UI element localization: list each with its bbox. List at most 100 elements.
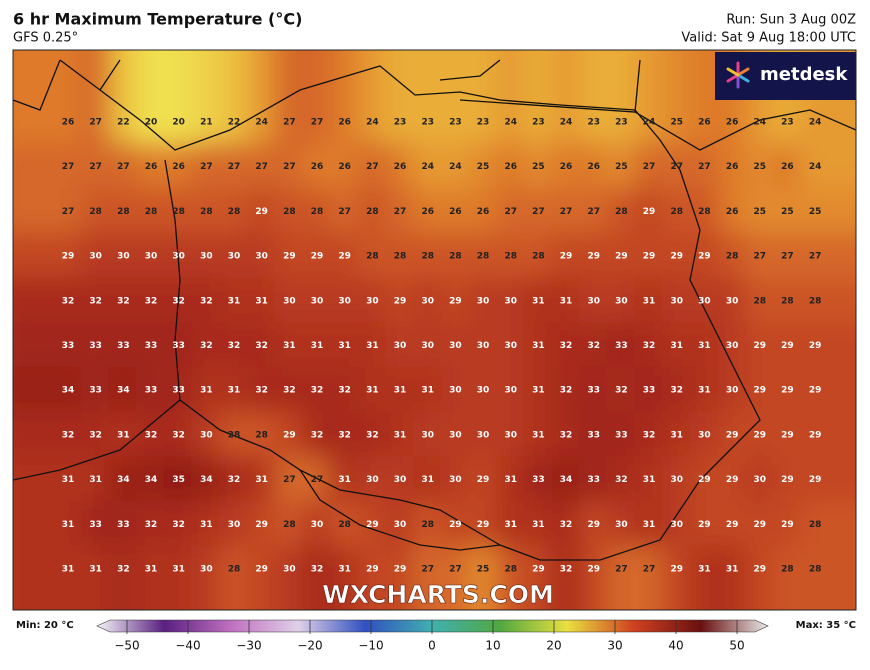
temperature-value: 28 — [477, 252, 490, 262]
logo: metdesk — [760, 64, 848, 85]
temperature-cell — [80, 545, 111, 610]
temperature-value: 30 — [311, 520, 324, 530]
colorbar-tick-label: 30 — [607, 639, 622, 653]
temperature-cell — [800, 545, 856, 610]
temperature-cell — [523, 277, 554, 325]
colorbar-tick-label: −40 — [175, 639, 200, 653]
temperature-cell — [385, 411, 415, 459]
temperature-cell — [274, 232, 305, 280]
temperature-value: 27 — [643, 565, 656, 575]
temperature-cell — [578, 322, 609, 369]
temperature-cell — [551, 188, 581, 235]
temperature-value: 29 — [670, 565, 683, 575]
temperature-value: 32 — [560, 341, 573, 351]
temperature-cell — [495, 456, 526, 503]
temperature-cell — [80, 188, 111, 235]
temperature-value: 32 — [255, 341, 268, 351]
temperature-value: 31 — [338, 475, 351, 485]
temperature-value: 28 — [228, 430, 241, 440]
temperature-value: 34 — [117, 386, 130, 396]
temperature-value: 20 — [172, 118, 185, 128]
temperature-cell — [329, 232, 360, 280]
temperature-value: 29 — [753, 520, 766, 530]
temperature-value: 28 — [504, 565, 517, 575]
temperature-cell — [357, 277, 388, 325]
temperature-value: 29 — [809, 386, 822, 396]
temperature-value: 33 — [89, 520, 102, 530]
temperature-cell — [634, 545, 664, 610]
temperature-cell — [329, 50, 360, 146]
temperature-cell — [329, 188, 360, 235]
temperature-cell — [800, 366, 856, 414]
colorbar-tick-label: 40 — [668, 639, 683, 653]
temperature-value: 32 — [615, 475, 628, 485]
temperature-cell — [219, 232, 249, 280]
temperature-value: 27 — [532, 207, 545, 217]
temperature-cell — [495, 232, 526, 280]
max-label: Max: 35 °C — [796, 620, 856, 631]
temperature-value: 31 — [643, 475, 656, 485]
temperature-cell — [80, 232, 111, 280]
temperature-value: 25 — [809, 207, 822, 217]
temperature-value: 32 — [117, 565, 130, 575]
colorbar-tick-label: −10 — [358, 639, 383, 653]
temperature-cell — [495, 277, 526, 325]
temperature-value: 30 — [145, 252, 158, 262]
temperature-value: 33 — [587, 475, 600, 485]
temperature-value: 27 — [338, 207, 351, 217]
temperature-value: 31 — [698, 341, 711, 351]
temperature-cell — [523, 188, 554, 235]
temperature-value: 31 — [255, 475, 268, 485]
temperature-value: 30 — [421, 430, 434, 440]
temperature-cell — [634, 143, 664, 191]
temperature-field — [13, 50, 856, 610]
temperature-value: 33 — [172, 386, 185, 396]
temperature-value: 29 — [643, 207, 656, 217]
temperature-cell — [717, 411, 747, 459]
temperature-cell — [191, 366, 222, 414]
temperature-value: 31 — [698, 386, 711, 396]
borders — [13, 59, 856, 561]
temperature-value: 27 — [62, 162, 75, 172]
temperature-cell — [440, 366, 471, 414]
temperature-value: 31 — [532, 520, 545, 530]
temperature-value: 30 — [504, 296, 517, 306]
temperature-value: 29 — [283, 430, 296, 440]
temperature-cell — [495, 411, 526, 459]
temperature-value: 31 — [62, 520, 75, 530]
temperature-value: 31 — [62, 565, 75, 575]
min-label: Min: 20 °C — [16, 620, 74, 631]
temperature-value: 28 — [670, 207, 683, 217]
temperature-cell — [495, 188, 526, 235]
temperature-value: 27 — [255, 162, 268, 172]
temperature-cell — [219, 277, 249, 325]
temperature-cell — [744, 366, 775, 414]
temperature-cell — [578, 277, 609, 325]
temperature-value: 29 — [587, 520, 600, 530]
colorbar-tick-label: 0 — [428, 639, 436, 653]
temperature-cell — [523, 232, 554, 280]
temperature-cell — [412, 411, 443, 459]
temperature-value: 34 — [117, 475, 130, 485]
temperature-cell — [744, 322, 775, 369]
temperature-value: 34 — [560, 475, 573, 485]
temperature-value: 32 — [172, 430, 185, 440]
temperature-cell — [329, 143, 360, 191]
temperature-cell — [385, 188, 415, 235]
temperature-value: 28 — [255, 430, 268, 440]
temperature-cell — [163, 50, 194, 146]
temperature-cell — [219, 456, 249, 503]
temperature-value: 31 — [532, 386, 545, 396]
temperature-cell — [744, 456, 775, 503]
temperature-value: 24 — [255, 118, 268, 128]
temperature-cell — [634, 411, 664, 459]
temperature-cell — [689, 545, 720, 610]
temperature-value: 35 — [172, 475, 185, 485]
temperature-cell — [468, 188, 498, 235]
temperature-cell — [329, 322, 360, 369]
temperature-cell — [108, 411, 139, 459]
temperature-cell — [606, 50, 637, 146]
temperature-value: 29 — [449, 520, 462, 530]
temperature-cell — [219, 545, 249, 610]
colorbar-tick-label: 10 — [485, 639, 500, 653]
